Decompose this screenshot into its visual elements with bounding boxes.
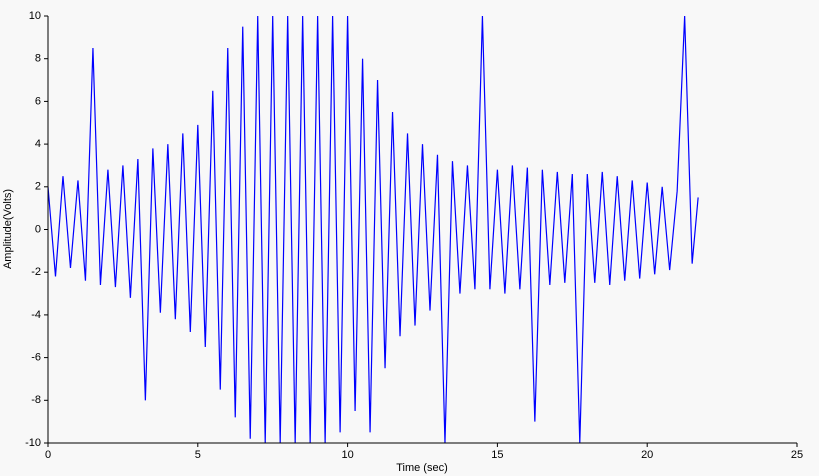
x-tick-label: 20: [641, 449, 653, 461]
x-tick-label: 15: [491, 449, 503, 461]
y-tick-label: 0: [35, 223, 41, 235]
y-tick-label: -8: [31, 394, 41, 406]
y-tick-label: 2: [35, 181, 41, 193]
y-tick-label: -4: [31, 309, 41, 321]
waveform: [48, 16, 699, 443]
y-tick-label: 6: [35, 95, 41, 107]
y-tick-label: -2: [31, 266, 41, 278]
x-tick-label: 0: [45, 449, 51, 461]
y-tick-label: -6: [31, 352, 41, 364]
x-tick-label: 5: [195, 449, 201, 461]
x-tick-label: 10: [341, 449, 353, 461]
y-tick-label: 10: [29, 10, 41, 22]
y-axis-label: Amplitude(Volts): [2, 189, 14, 269]
y-tick-label: 8: [35, 53, 41, 65]
y-tick-label: -10: [25, 437, 41, 449]
x-axis-label: Time (sec): [396, 462, 448, 474]
x-tick-label: 25: [791, 449, 803, 461]
y-tick-label: 4: [35, 138, 41, 150]
